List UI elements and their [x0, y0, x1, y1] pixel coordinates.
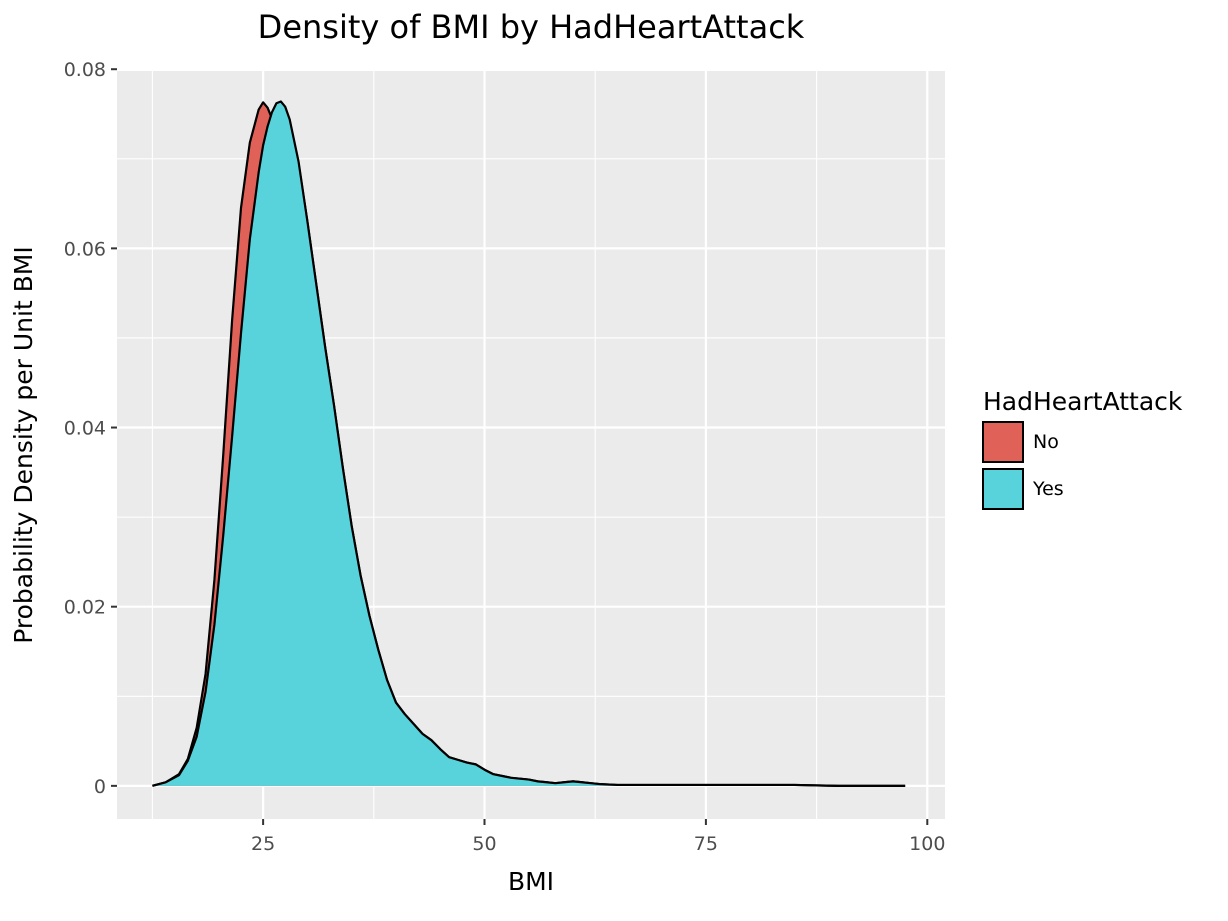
- legend-label-yes: Yes: [1032, 478, 1064, 500]
- legend-title: HadHeartAttack: [983, 387, 1183, 416]
- legend-label-no: No: [1033, 431, 1059, 453]
- y-tick-label: 0.06: [64, 238, 106, 260]
- legend: HadHeartAttack No Yes: [982, 387, 1183, 510]
- y-axis: 0 0.02 0.04 0.06 0.08: [64, 59, 117, 798]
- x-tick-label: 50: [472, 833, 496, 855]
- x-axis: 25 50 75 100: [251, 819, 945, 855]
- density-area-yes: [152, 101, 906, 786]
- x-tick-label: 100: [909, 833, 945, 855]
- chart-title: Density of BMI by HadHeartAttack: [258, 8, 805, 46]
- y-axis-title: Probability Density per Unit BMI: [9, 246, 38, 644]
- legend-key-yes: [982, 468, 1024, 510]
- y-tick-label: 0: [94, 776, 106, 798]
- density-line-yes: [152, 100, 906, 787]
- x-tick-label: 75: [694, 833, 718, 855]
- y-tick-label: 0.02: [64, 597, 106, 619]
- density-series: [152, 100, 906, 787]
- y-tick-label: 0.04: [64, 418, 106, 440]
- legend-key-no: [982, 421, 1024, 463]
- x-axis-title: BMI: [508, 867, 554, 896]
- y-tick-label: 0.08: [64, 59, 106, 81]
- x-tick-label: 25: [251, 833, 275, 855]
